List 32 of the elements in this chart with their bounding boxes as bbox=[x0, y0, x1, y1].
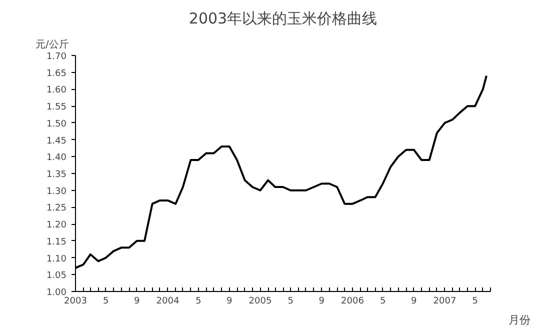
x-tick-label: 2006 bbox=[341, 296, 364, 306]
x-tick-label: 2003 bbox=[64, 296, 87, 306]
x-tick-label: 5 bbox=[288, 296, 294, 306]
y-tick-label: 1.05 bbox=[46, 271, 67, 282]
y-tick-label: 1.30 bbox=[46, 186, 67, 197]
x-tick-label: 5 bbox=[472, 296, 478, 306]
y-tick-label: 1.15 bbox=[46, 237, 67, 248]
x-tick-label: 5 bbox=[195, 296, 202, 306]
y-tick-label: 1.00 bbox=[46, 288, 67, 298]
x-tick-label: 2004 bbox=[156, 296, 180, 306]
x-tick-label: 9 bbox=[226, 296, 233, 306]
x-tick-label: 2007 bbox=[433, 296, 456, 306]
y-tick-label: 1.50 bbox=[46, 119, 67, 130]
y-tick-label: 1.60 bbox=[46, 86, 67, 96]
y-axis-title: 元/公斤 bbox=[36, 38, 69, 50]
y-tick-label: 1.20 bbox=[46, 220, 67, 231]
x-tick-label: 5 bbox=[102, 296, 109, 306]
y-tick-label: 1.70 bbox=[46, 52, 67, 62]
y-tick-label: 1.45 bbox=[46, 136, 67, 146]
x-axis-title: 月份 bbox=[508, 314, 530, 326]
y-tick-label: 1.40 bbox=[46, 153, 67, 164]
x-tick-label: 9 bbox=[318, 296, 325, 306]
x-tick-label: 5 bbox=[380, 296, 386, 306]
y-tick-label: 1.55 bbox=[46, 102, 67, 113]
chart-title: 2003年以来的玉米价格曲线 bbox=[188, 10, 378, 28]
y-tick-label: 1.65 bbox=[46, 68, 67, 79]
y-tick-label: 1.25 bbox=[46, 204, 67, 214]
y-tick-label: 1.35 bbox=[46, 170, 67, 180]
x-tick-label: 9 bbox=[134, 296, 140, 306]
x-tick-label: 9 bbox=[411, 296, 418, 306]
y-tick-label: 1.10 bbox=[46, 254, 67, 264]
x-tick-label: 2005 bbox=[248, 296, 272, 306]
